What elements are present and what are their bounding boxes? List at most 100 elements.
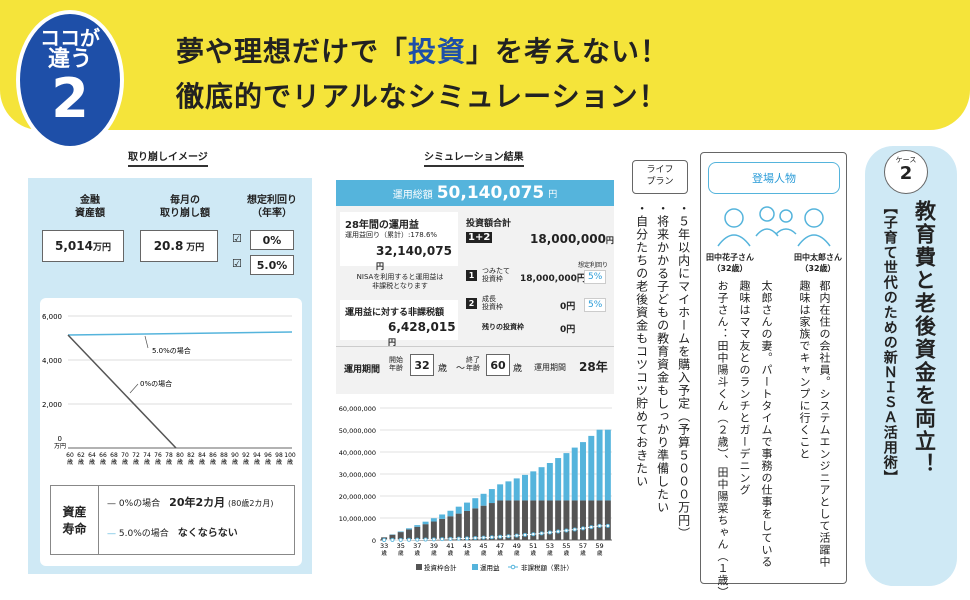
x-tick: 57	[579, 542, 587, 550]
bar-invested	[604, 500, 611, 540]
tax-unit: 円	[388, 338, 396, 347]
label-monthly: 毎月の 取り崩し額	[160, 195, 210, 219]
x-tick-unit: 歳	[547, 549, 553, 557]
invest-total-unit: 円	[605, 236, 614, 245]
tax-value: 6,428,015	[388, 320, 456, 334]
case-number-badge: ケース 2	[884, 150, 928, 194]
gain-value-row: 32,140,075 円	[376, 244, 458, 272]
x-tick: 66	[99, 452, 107, 459]
x-tick: 49	[513, 542, 521, 550]
tsumitate-value: 18,000,000円	[520, 274, 586, 284]
tax-point	[390, 537, 395, 542]
x-tick: 45	[479, 542, 487, 550]
withdrawal-chart: 6,000 4,000 2,000 0 万円 5.0%の場合 0%の場合 60歳…	[42, 313, 296, 466]
legend-gain: 運用益	[480, 563, 500, 572]
case-badge: ココが 違う 2	[16, 10, 124, 150]
legend-5pct-value: なくならない	[177, 528, 238, 539]
x-tick: 100	[284, 452, 296, 459]
x-tick-unit: 歳	[232, 458, 238, 466]
person-hanako: 田中花子さん （32歳）	[706, 253, 754, 273]
y-tick: 6,000	[42, 313, 62, 321]
bar-invested	[513, 500, 520, 540]
bar-gain	[488, 489, 495, 504]
case-subtitle: 【子育て世代のための新ＮＩＳＡ活用術】	[881, 200, 898, 485]
legend-swatch-gain	[472, 564, 478, 570]
asset-value: 5,014	[55, 239, 93, 253]
start-age: 32	[410, 354, 434, 376]
bar-invested	[505, 500, 512, 540]
growth-value: 0円	[560, 302, 576, 312]
bar-invested	[497, 500, 504, 540]
x-tick-unit: 歳	[431, 549, 437, 557]
period-label: 運用期間	[344, 365, 381, 375]
total-label: 運用総額	[392, 189, 433, 201]
tax-point	[407, 537, 412, 542]
bar-invested	[588, 500, 595, 540]
gain-label: 28年間の運用益	[345, 220, 419, 231]
header-banner	[0, 0, 970, 130]
tax-point	[572, 527, 577, 532]
bar-gain	[422, 521, 429, 525]
bar-invested	[522, 500, 528, 540]
x-tick: 92	[242, 452, 250, 459]
x-tick-unit: 歳	[188, 458, 194, 466]
x-tick-unit: 歳	[497, 549, 503, 557]
rate-box-1: 0%	[250, 230, 294, 250]
monthly-unit: 万円	[186, 242, 205, 253]
x-tick: 37	[413, 542, 421, 550]
invest-boxes: 1+2	[466, 232, 493, 243]
y-tick: 0	[58, 435, 62, 443]
headline-line1: 夢や理想だけで「投資」を考えない！	[176, 30, 669, 70]
x-tick-unit: 歳	[597, 549, 603, 557]
x-tick-unit: 歳	[254, 458, 260, 466]
x-tick-unit: 歳	[78, 458, 84, 466]
invest-total-label: 投資額合計	[466, 219, 512, 229]
tax-point	[564, 528, 569, 533]
tax-point	[431, 537, 436, 542]
start-age-label: 開始 年齢	[389, 356, 403, 373]
bar-gain	[604, 429, 611, 501]
tax-point	[605, 523, 610, 528]
x-tick-unit: 歳	[464, 549, 470, 557]
legend-tax: 非課税額（累計）	[521, 563, 573, 572]
x-tick: 96	[264, 452, 272, 459]
bar-invested	[580, 500, 586, 540]
x-tick: 84	[198, 452, 206, 459]
life-plan-line-2: ・将来かかる子どもの教育資金もしっかり準備したい	[655, 202, 670, 514]
hanako-desc-1: 太郎さんの妻。パートタイムで事務の仕事をしている	[760, 280, 774, 568]
bar-invested	[571, 500, 578, 540]
y-tick: 60,000,000	[339, 405, 376, 413]
gain-sub: 運用益回り（累計）:178.6%	[345, 231, 438, 239]
rate-box-2: 5.0%	[250, 255, 294, 275]
x-tick: 74	[143, 452, 151, 459]
tax-point	[456, 536, 461, 541]
assumed-rate-label: 想定利回り	[578, 262, 609, 269]
x-tick-unit: 歳	[89, 458, 95, 466]
tax-point	[597, 523, 602, 528]
x-tick-unit: 歳	[155, 458, 161, 466]
rate-checkbox-1[interactable]: ☑	[232, 232, 242, 245]
bar-gain	[580, 442, 586, 501]
case-number: 2	[899, 163, 913, 184]
case-panel	[865, 146, 957, 586]
x-tick-unit: 歳	[243, 458, 249, 466]
case-title: 教育費と老後資金を両立！	[912, 200, 937, 476]
headline-pre: 夢や理想だけで「	[176, 35, 409, 68]
rate-checkbox-2[interactable]: ☑	[232, 257, 242, 270]
legend-swatch-invested	[416, 564, 422, 570]
tax-point	[498, 534, 503, 539]
x-tick-unit: 歳	[166, 458, 172, 466]
end-age-label: 終了 年齢	[466, 356, 480, 373]
bar-gain	[538, 467, 545, 501]
legend-invested: 投資枠合計	[424, 563, 457, 572]
x-tick-unit: 歳	[287, 458, 293, 466]
bar-invested	[414, 526, 421, 540]
x-tick-unit: 歳	[276, 458, 282, 466]
x-tick: 33	[380, 542, 388, 550]
x-tick: 86	[209, 452, 217, 459]
tax-point	[398, 537, 403, 542]
bar-invested	[546, 500, 553, 540]
annotation-5pct: 5.0%の場合	[152, 346, 191, 355]
bar-gain	[522, 474, 528, 501]
x-tick: 78	[165, 452, 173, 459]
